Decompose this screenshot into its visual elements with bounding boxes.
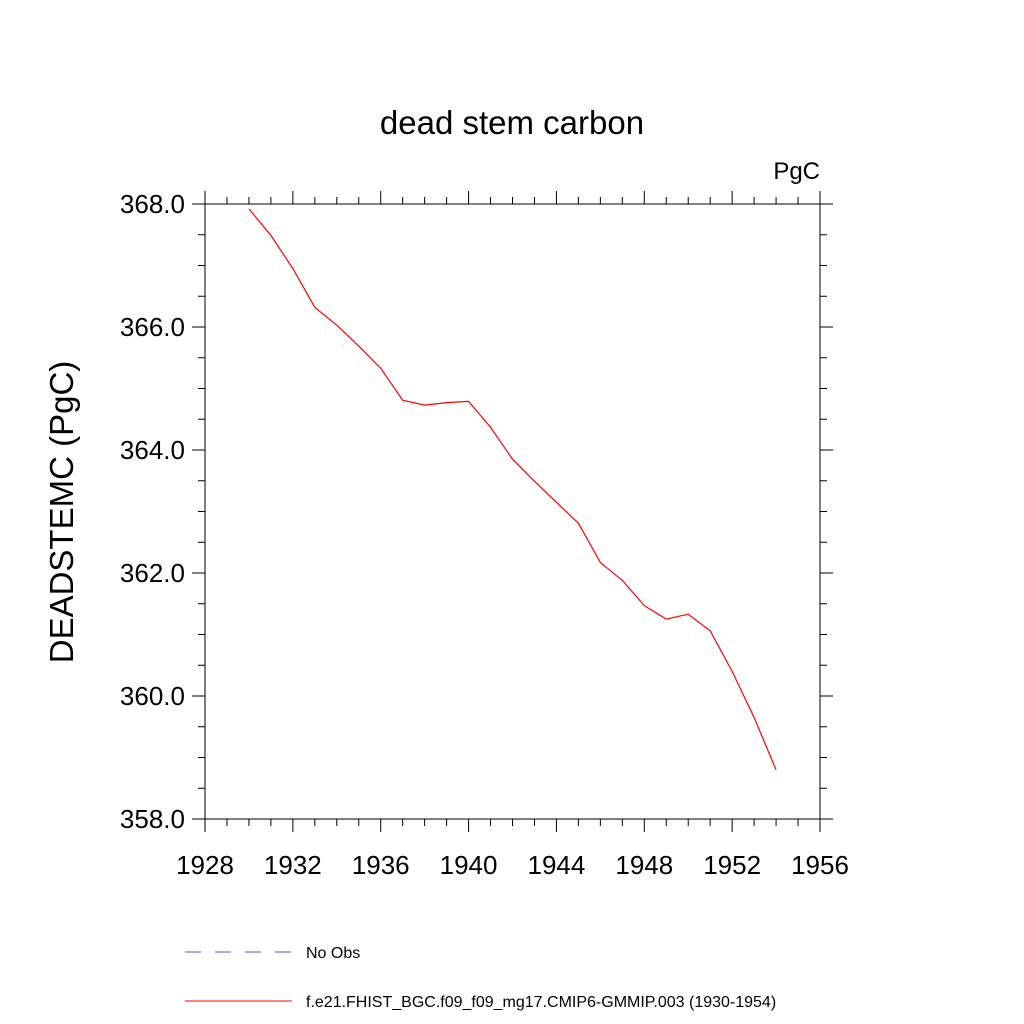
series-layer	[248, 208, 777, 771]
y-tick-label: 360.0	[120, 681, 185, 711]
legend-item: No Obs	[185, 945, 360, 962]
legend-item: f.e21.FHIST_BGC.f09_f09_mg17.CMIP6-GMMIP…	[185, 994, 776, 1011]
plot-frame	[204, 203, 821, 820]
axis-tick-labels: 1928 1932 1936 1940 1944 1948 1952 1956 358.0 360…	[120, 189, 849, 880]
x-tick-label: 1932	[264, 850, 322, 880]
legend: No Obs f.e21.FHIST_BGC.f09_f09_mg17.CMIP6…	[185, 945, 776, 1011]
series-line	[248, 208, 777, 771]
y-tick-label: 366.0	[120, 312, 185, 342]
x-tick-label: 1940	[440, 850, 498, 880]
axis-ticks	[192, 191, 833, 832]
units-label: PgC	[773, 158, 820, 185]
legend-label: No Obs	[306, 945, 360, 962]
y-tick-label: 358.0	[120, 804, 185, 834]
y-tick-label: 362.0	[120, 558, 185, 588]
x-tick-label: 1956	[791, 850, 849, 880]
y-tick-label: 368.0	[120, 189, 185, 219]
x-tick-label: 1952	[703, 850, 761, 880]
legend-label: f.e21.FHIST_BGC.f09_f09_mg17.CMIP6-GMMIP…	[306, 994, 776, 1011]
x-tick-label: 1928	[176, 850, 234, 880]
x-tick-label: 1944	[528, 850, 586, 880]
y-axis-label: DEADSTEMC (PgC)	[43, 361, 80, 664]
x-tick-label: 1936	[352, 850, 410, 880]
chart-title: dead stem carbon	[380, 104, 644, 141]
x-tick-label: 1948	[615, 850, 673, 880]
y-tick-label: 364.0	[120, 435, 185, 465]
